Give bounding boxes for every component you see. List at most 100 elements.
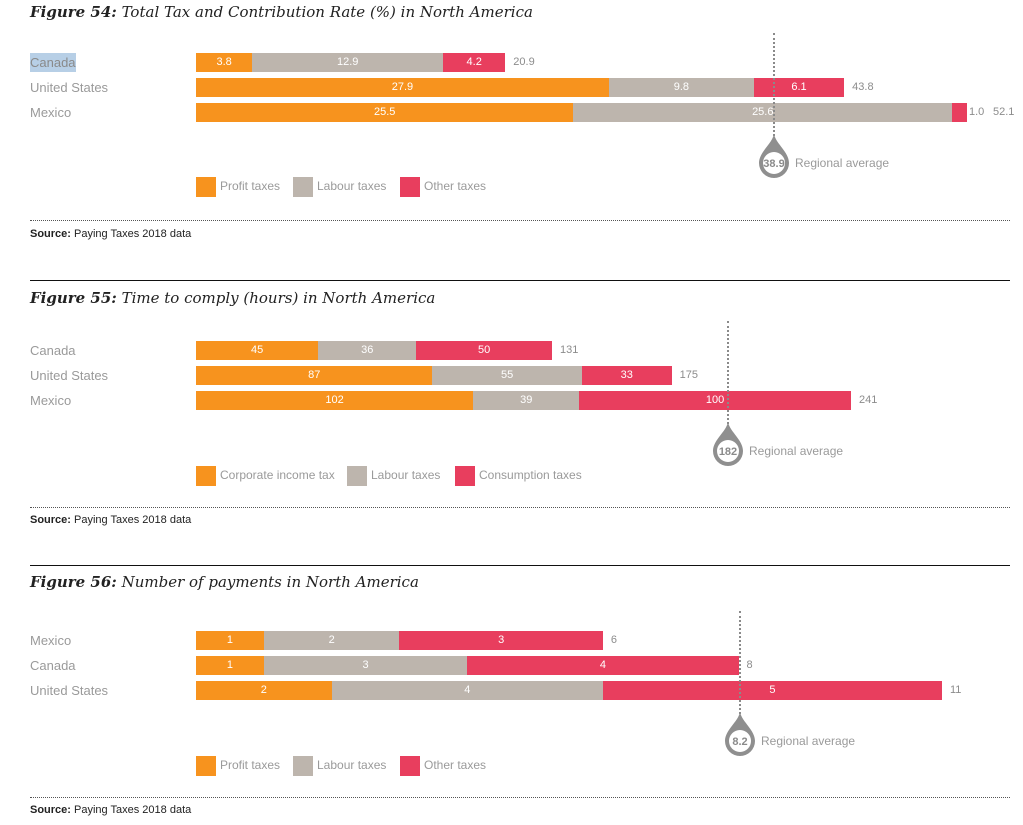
bar-segment-labour-taxes: 3: [263, 656, 468, 675]
bar-segment-consumption-taxes: 50: [416, 341, 553, 360]
bar-segment-other-taxes: 4.2: [443, 53, 506, 72]
bar-segment-profit-taxes: 2: [196, 681, 332, 700]
segment-value-label: 5: [769, 684, 776, 696]
segment-value-label: 39: [520, 394, 533, 406]
bar-segment-labour-taxes: 39: [473, 391, 580, 410]
legend-label: Labour taxes: [317, 758, 387, 772]
segment-value-label: 3: [498, 634, 505, 646]
bar-segment-profit-taxes: 3.8: [196, 53, 253, 72]
category-label: United States: [30, 683, 109, 698]
figure-title: Figure 55: Time to comply (hours) in Nor…: [30, 289, 435, 307]
legend-label: Other taxes: [424, 179, 487, 193]
bar-total-label: 6: [610, 634, 618, 646]
bar-total-label: 8: [746, 659, 753, 671]
segment-value-label: 25.5: [373, 106, 396, 118]
category-label: Canada: [30, 658, 76, 673]
source-label: Source:: [30, 514, 71, 526]
category-label: Canada: [30, 53, 76, 72]
segment-value-label: 45: [251, 344, 264, 356]
legend-swatch-icon: [347, 466, 367, 486]
segment-value-label: 25.6: [752, 106, 774, 118]
figure-title-text: Total Tax and Contribution Rate (%) in N…: [116, 3, 533, 21]
legend-label: Profit taxes: [220, 179, 281, 193]
bar-segment-profit-taxes: 27.9: [196, 78, 609, 97]
section-rule: [30, 280, 1010, 281]
figure-number: Figure 56:: [30, 573, 117, 591]
regional-average-pin-icon: 182: [713, 422, 743, 466]
regional-average-value: 8.2: [732, 736, 747, 748]
bar-segment-labour-taxes: 9.8: [608, 78, 754, 97]
source-divider: [30, 797, 1010, 798]
category-label: Mexico: [30, 633, 72, 648]
segment-value-label: 2: [328, 634, 335, 646]
bar-segment-corporate-income-tax: 102: [196, 391, 474, 410]
bar-segment-other-taxes: 6.1: [753, 78, 845, 97]
segment-value-label: 27.9: [391, 81, 414, 93]
regional-average-value: 38.9: [763, 158, 784, 170]
segment-value-label: 33: [620, 369, 633, 381]
figure-number: Figure 54:: [30, 3, 117, 21]
figure-title: Figure 56: Number of payments in North A…: [30, 573, 419, 591]
legend-swatch-icon: [400, 756, 420, 776]
figure-title-text: Time to comply (hours) in North America: [116, 289, 436, 307]
bar-segment-other-taxes: 3: [399, 631, 603, 650]
bar-segment-profit-taxes: 1: [196, 631, 264, 650]
segment-value-label: 3.8: [216, 56, 232, 68]
legend-label: Labour taxes: [371, 468, 441, 482]
bar-total-label: 11: [950, 684, 962, 696]
segment-value-label: 1.0: [969, 106, 985, 118]
bar-segment-other-taxes: [952, 103, 967, 122]
segment-value-label: 1: [226, 634, 233, 646]
bar-segment-labour-taxes: 4: [331, 681, 603, 700]
source-note: Source: Paying Taxes 2018 data: [30, 804, 191, 816]
bar-segment-labour-taxes: 12.9: [252, 53, 444, 72]
regional-average-line: [739, 611, 741, 714]
bar-total-label: 131: [560, 344, 579, 356]
legend-swatch-icon: [293, 756, 313, 776]
pin-inner-circle: [729, 730, 751, 752]
bar-segment-labour-taxes: 36: [318, 341, 417, 360]
source-divider: [30, 507, 1010, 508]
category-label: United States: [30, 80, 109, 95]
bar-segment-consumption-taxes: 33: [581, 366, 672, 385]
bar-total-label: 20.9: [513, 56, 535, 68]
segment-value-label: 4: [599, 659, 606, 671]
bar-total-label: 52.1: [993, 106, 1015, 118]
regional-average-label: Regional average: [795, 156, 890, 170]
bar-segment-labour-taxes: 2: [263, 631, 400, 650]
source-label: Source:: [30, 228, 71, 240]
bar-segment-other-taxes: 4: [467, 656, 739, 675]
segment-value-label: 6.1: [791, 81, 807, 93]
segment-value-label: 4.2: [466, 56, 482, 68]
legend-swatch-icon: [455, 466, 475, 486]
legend-label: Profit taxes: [220, 758, 281, 772]
segment-value-label: 2: [260, 684, 267, 696]
segment-value-label: 36: [361, 344, 374, 356]
bar-segment-labour-taxes: 25.6: [573, 103, 953, 122]
legend-swatch-icon: [196, 466, 216, 486]
bar-total-label: 241: [859, 394, 878, 406]
legend-label: Other taxes: [424, 758, 487, 772]
regional-average-line: [727, 321, 729, 424]
bar-segment-profit-taxes: 25.5: [196, 103, 574, 122]
segment-value-label: 87: [308, 369, 321, 381]
figure-title-text: Number of payments in North America: [116, 573, 419, 591]
regional-average-pin-icon: 38.9: [759, 134, 789, 178]
legend-swatch-icon: [196, 756, 216, 776]
regional-average-label: Regional average: [761, 734, 856, 748]
category-label: Mexico: [30, 105, 72, 120]
bar-total-label: 175: [679, 369, 698, 381]
regional-average-label: Regional average: [749, 444, 844, 458]
figure-number: Figure 55:: [30, 289, 117, 307]
segment-value-label: 3: [362, 659, 369, 671]
figure-title: Figure 54: Total Tax and Contribution Ra…: [30, 3, 533, 21]
segment-value-label: 102: [325, 394, 344, 406]
segment-value-label: 1: [226, 659, 233, 671]
legend-swatch-icon: [400, 177, 420, 197]
bar-segment-consumption-taxes: 100: [579, 391, 851, 410]
bar-total-label: 43.8: [852, 81, 874, 93]
bar-segment-corporate-income-tax: 45: [196, 341, 319, 360]
legend-label: Corporate income tax: [220, 468, 335, 482]
regional-average-line: [773, 33, 775, 136]
segment-value-label: 55: [501, 369, 514, 381]
